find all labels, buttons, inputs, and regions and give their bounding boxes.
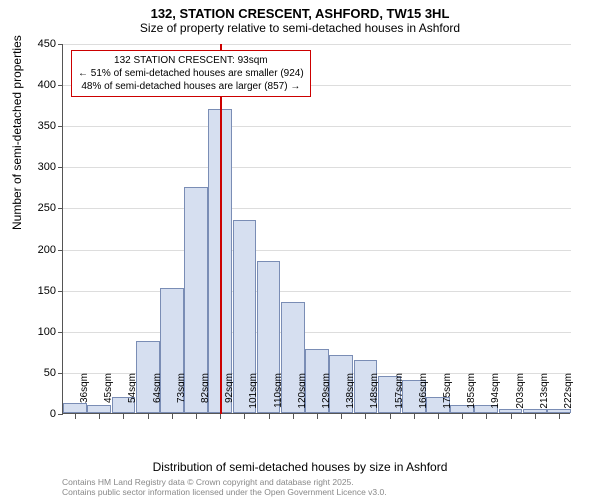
xtick-mark <box>75 414 76 419</box>
xtick-mark <box>414 414 415 419</box>
ytick-label: 250 <box>0 202 56 214</box>
xtick-mark <box>341 414 342 419</box>
chart-title-sub: Size of property relative to semi-detach… <box>0 21 600 39</box>
xtick-mark <box>196 414 197 419</box>
xtick-mark <box>535 414 536 419</box>
xtick-mark <box>317 414 318 419</box>
chart-container: 132, STATION CRESCENT, ASHFORD, TW15 3HL… <box>0 0 600 500</box>
annotation-line-3: 48% of semi-detached houses are larger (… <box>78 80 304 93</box>
marker-line <box>220 44 222 414</box>
gridline <box>63 250 571 251</box>
ytick-label: 350 <box>0 120 56 132</box>
ytick-mark <box>58 291 63 292</box>
annotation-line-2: ← 51% of semi-detached houses are smalle… <box>78 67 304 80</box>
y-axis-label: Number of semi-detached properties <box>10 35 24 230</box>
xtick-mark <box>123 414 124 419</box>
xtick-mark <box>486 414 487 419</box>
ytick-mark <box>58 44 63 45</box>
xtick-mark <box>462 414 463 419</box>
gridline <box>63 126 571 127</box>
ytick-mark <box>58 373 63 374</box>
ytick-mark <box>58 332 63 333</box>
attribution-line-2: Contains public sector information licen… <box>62 488 387 498</box>
xtick-mark <box>511 414 512 419</box>
ytick-mark <box>58 167 63 168</box>
xtick-mark <box>269 414 270 419</box>
gridline <box>63 44 571 45</box>
xtick-mark <box>365 414 366 419</box>
ytick-mark <box>58 126 63 127</box>
ytick-label: 450 <box>0 38 56 50</box>
xtick-mark <box>390 414 391 419</box>
chart-plot-area: 36sqm45sqm54sqm64sqm73sqm82sqm92sqm101sq… <box>62 44 570 414</box>
x-axis-label: Distribution of semi-detached houses by … <box>0 460 600 474</box>
annotation-line-1: 132 STATION CRESCENT: 93sqm <box>78 54 304 67</box>
gridline <box>63 208 571 209</box>
xtick-mark <box>293 414 294 419</box>
xtick-mark <box>220 414 221 419</box>
gridline <box>63 332 571 333</box>
xtick-mark <box>148 414 149 419</box>
xtick-mark <box>244 414 245 419</box>
ytick-label: 150 <box>0 285 56 297</box>
ytick-label: 300 <box>0 161 56 173</box>
xtick-mark <box>99 414 100 419</box>
ytick-mark <box>58 414 63 415</box>
plot-region: 36sqm45sqm54sqm64sqm73sqm82sqm92sqm101sq… <box>62 44 570 414</box>
gridline <box>63 167 571 168</box>
annotation-box: 132 STATION CRESCENT: 93sqm← 51% of semi… <box>71 50 311 97</box>
ytick-label: 50 <box>0 367 56 379</box>
chart-title-main: 132, STATION CRESCENT, ASHFORD, TW15 3HL <box>0 0 600 21</box>
ytick-label: 0 <box>0 408 56 420</box>
attribution-text: Contains HM Land Registry data © Crown c… <box>62 478 387 498</box>
xtick-mark <box>559 414 560 419</box>
ytick-mark <box>58 250 63 251</box>
ytick-mark <box>58 208 63 209</box>
gridline <box>63 291 571 292</box>
ytick-label: 100 <box>0 326 56 338</box>
ytick-label: 200 <box>0 244 56 256</box>
ytick-label: 400 <box>0 79 56 91</box>
xtick-mark <box>172 414 173 419</box>
xtick-mark <box>438 414 439 419</box>
ytick-mark <box>58 85 63 86</box>
xtick-label: 222sqm <box>563 373 574 418</box>
